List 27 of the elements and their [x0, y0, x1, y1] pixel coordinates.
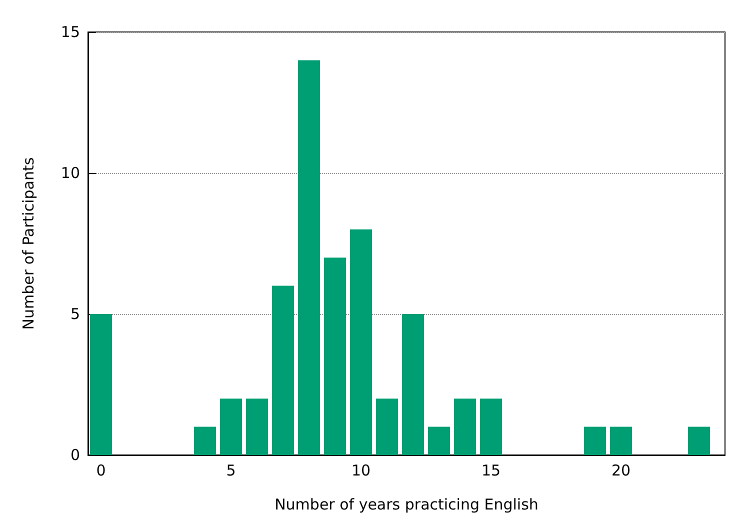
bar	[454, 398, 476, 455]
bar	[480, 398, 502, 455]
x-axis-title: Number of years practicing English	[274, 496, 538, 514]
bar	[246, 398, 268, 455]
bar	[298, 60, 320, 455]
bar	[376, 398, 398, 455]
x-tick-label: 20	[611, 462, 631, 480]
bar	[428, 426, 450, 455]
y-tick-label: 0	[70, 446, 80, 464]
y-tick-label: 5	[70, 305, 80, 323]
bar	[584, 426, 606, 455]
bar	[220, 398, 242, 455]
y-axis-title: Number of Participants	[20, 157, 38, 330]
y-tick-label: 15	[60, 23, 80, 41]
bar	[402, 314, 424, 455]
bar	[194, 426, 216, 455]
x-tick-label: 15	[481, 462, 501, 480]
x-tick-label: 10	[351, 462, 371, 480]
bar	[272, 286, 294, 455]
bar	[90, 314, 112, 455]
bar	[324, 258, 346, 455]
bar	[688, 426, 710, 455]
y-tick-label: 10	[60, 164, 80, 182]
x-tick-label: 5	[226, 462, 236, 480]
x-tick-label: 0	[96, 462, 106, 480]
bar	[350, 229, 372, 455]
bar	[610, 426, 632, 455]
